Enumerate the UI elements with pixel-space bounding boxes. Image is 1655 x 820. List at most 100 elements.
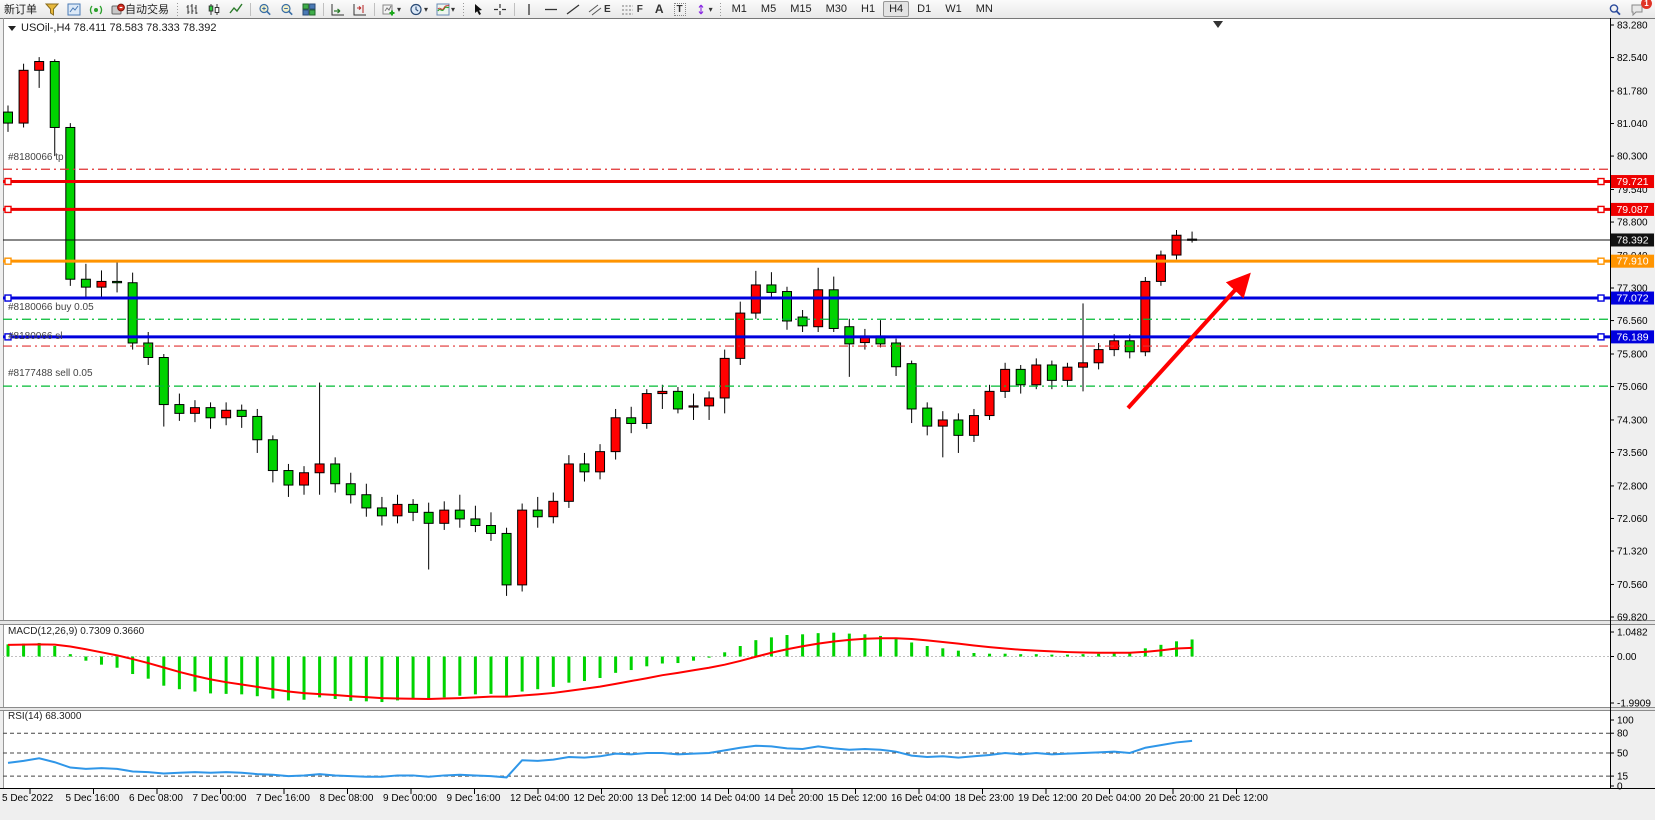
timeframe-w1-button[interactable]: W1 (945, 3, 962, 15)
svg-text:7 Dec 00:00: 7 Dec 00:00 (193, 793, 247, 804)
text-tool-icon[interactable]: A (650, 1, 669, 17)
svg-text:78.392: 78.392 (1616, 234, 1648, 246)
funnel-icon[interactable] (42, 1, 62, 17)
add-indicator-icon[interactable]: ▾ (379, 1, 404, 17)
dropdown-caret-icon: ▾ (424, 4, 429, 14)
new-order-button[interactable]: 新订单 (1, 1, 40, 17)
tile-windows-icon[interactable] (299, 1, 319, 17)
text-tool-letter: A (654, 2, 664, 16)
timeframe-m30-button[interactable]: M30 (825, 3, 847, 15)
svg-text:71.320: 71.320 (1617, 547, 1648, 558)
svg-text:8 Dec 08:00: 8 Dec 08:00 (320, 793, 374, 804)
market-watch-icon[interactable] (64, 1, 84, 17)
label-tool-letter: T (673, 2, 686, 16)
bar-chart-icon[interactable] (182, 1, 202, 17)
svg-text:13 Dec 12:00: 13 Dec 12:00 (637, 793, 697, 804)
channel-tool-letter: E (604, 3, 611, 15)
dropdown-caret-icon: ▾ (708, 4, 713, 14)
svg-text:15: 15 (1617, 772, 1629, 783)
timeframe-d1-button[interactable]: D1 (917, 3, 932, 15)
svg-text:9 Dec 16:00: 9 Dec 16:00 (447, 793, 501, 804)
svg-text:-1.9909: -1.9909 (1617, 699, 1651, 710)
chart-collapse-icon[interactable] (8, 25, 16, 31)
svg-text:76.189: 76.189 (1616, 331, 1648, 343)
toolbar-separator (250, 2, 251, 16)
toolbar-separator (514, 2, 516, 16)
timeframe-m1-button[interactable]: M1 (731, 3, 747, 15)
fibonacci-tool-icon[interactable]: F (618, 1, 648, 17)
trendline-tool-icon[interactable] (563, 1, 583, 17)
vertical-line-tool-icon[interactable] (519, 1, 539, 17)
autotrading-label: 自动交易 (125, 4, 169, 16)
svg-text:15 Dec 12:00: 15 Dec 12:00 (828, 793, 888, 804)
svg-text:20 Dec 20:00: 20 Dec 20:00 (1145, 793, 1205, 804)
timeframe-h1-button[interactable]: H1 (861, 3, 876, 15)
svg-text:0: 0 (1617, 782, 1623, 793)
svg-text:78.800: 78.800 (1617, 218, 1648, 229)
zoom-in-icon[interactable] (255, 1, 275, 17)
svg-text:72.800: 72.800 (1617, 481, 1648, 492)
main-toolbar: 新订单 自动交易 ▾ ▾ ▾ E F A T ▾ M1 M5 M15 M30 H… (0, 0, 1655, 19)
timeframe-m15-button[interactable]: M15 (790, 3, 812, 15)
chat-icon[interactable]: 1 (1627, 0, 1652, 17)
autotrading-button[interactable]: 自动交易 (108, 1, 172, 17)
templates-icon[interactable]: ▾ (433, 1, 458, 17)
new-order-label: 新订单 (4, 4, 37, 16)
svg-text:77.072: 77.072 (1616, 293, 1648, 305)
svg-text:80.300: 80.300 (1617, 152, 1648, 163)
label-tool-icon[interactable]: T (671, 1, 689, 17)
timeframe-m5-button[interactable]: M5 (760, 3, 777, 15)
svg-text:19 Dec 12:00: 19 Dec 12:00 (1018, 793, 1078, 804)
toolbar-grip (175, 2, 179, 16)
svg-text:76.560: 76.560 (1617, 316, 1648, 327)
svg-text:12 Dec 04:00: 12 Dec 04:00 (510, 793, 570, 804)
svg-text:21 Dec 12:00: 21 Dec 12:00 (1209, 793, 1269, 804)
svg-text:20 Dec 04:00: 20 Dec 04:00 (1082, 793, 1142, 804)
toolbar-separator (374, 2, 375, 16)
period-clock-icon[interactable]: ▾ (406, 1, 431, 17)
svg-text:9 Dec 00:00: 9 Dec 00:00 (383, 793, 437, 804)
signal-icon[interactable] (86, 1, 106, 17)
svg-text:74.300: 74.300 (1617, 415, 1648, 426)
svg-text:79.721: 79.721 (1616, 176, 1648, 188)
crosshair-icon[interactable] (490, 1, 510, 17)
channel-tool-icon[interactable]: E (585, 1, 616, 17)
svg-text:75.800: 75.800 (1617, 349, 1648, 360)
svg-text:73.560: 73.560 (1617, 448, 1648, 459)
svg-text:5 Dec 2022: 5 Dec 2022 (2, 793, 54, 804)
svg-text:77.300: 77.300 (1617, 284, 1648, 295)
svg-text:83.280: 83.280 (1617, 21, 1648, 32)
svg-text:0.00: 0.00 (1617, 652, 1637, 663)
svg-text:69.820: 69.820 (1617, 613, 1648, 624)
trend-arrow-annotation (1126, 272, 1251, 410)
notification-badge: 1 (1641, 0, 1652, 9)
zoom-out-icon[interactable] (277, 1, 297, 17)
fibonacci-tool-letter: F (636, 3, 643, 15)
svg-text:79.540: 79.540 (1617, 185, 1648, 196)
timeframe-h4-button[interactable]: H4 (883, 1, 910, 17)
chart-canvas[interactable]: 83.280 82.540 81.780 81.040 80.300 79.540 78.8… (0, 18, 1655, 820)
arrows-tool-icon[interactable]: ▾ (691, 1, 716, 17)
search-icon[interactable] (1605, 1, 1625, 17)
toolbar-grip (461, 2, 466, 16)
horizontal-line-tool-icon[interactable] (541, 1, 561, 17)
candlestick-chart-icon[interactable] (204, 1, 224, 17)
svg-text:14 Dec 20:00: 14 Dec 20:00 (764, 793, 824, 804)
svg-text:80: 80 (1617, 729, 1629, 740)
toolbar-grip (718, 2, 723, 16)
svg-text:1.0482: 1.0482 (1617, 628, 1648, 639)
chart-shift-icon[interactable] (350, 1, 370, 17)
svg-text:14 Dec 04:00: 14 Dec 04:00 (701, 793, 761, 804)
auto-scroll-icon[interactable] (328, 1, 348, 17)
svg-text:82.540: 82.540 (1617, 53, 1648, 64)
toolbar-separator (323, 2, 324, 16)
dropdown-caret-icon: ▾ (397, 4, 402, 14)
svg-text:72.060: 72.060 (1617, 514, 1648, 525)
timeframe-mn-button[interactable]: MN (975, 3, 993, 15)
svg-text:70.560: 70.560 (1617, 580, 1648, 591)
svg-text:81.040: 81.040 (1617, 119, 1648, 130)
svg-text:75.060: 75.060 (1617, 382, 1648, 393)
cursor-icon[interactable] (468, 1, 488, 17)
svg-text:7 Dec 16:00: 7 Dec 16:00 (256, 793, 310, 804)
line-chart-icon[interactable] (226, 1, 246, 17)
